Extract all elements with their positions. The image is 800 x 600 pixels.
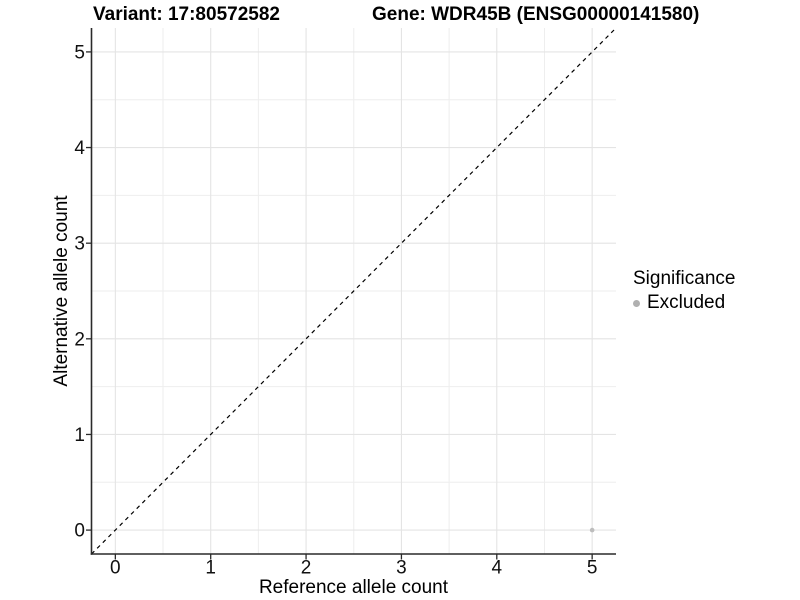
x-tick-label: 4: [492, 558, 503, 579]
legend-entry-label: Excluded: [647, 292, 726, 313]
y-tick-label: 5: [74, 42, 85, 63]
y-tick-label: 0: [74, 521, 85, 542]
gene-title: Gene: WDR45B (ENSG00000141580): [372, 4, 700, 25]
y-tick-label: 3: [74, 234, 85, 255]
x-tick-label: 2: [301, 558, 312, 579]
variant-title: Variant: 17:80572582: [93, 4, 280, 25]
y-tick-label: 1: [74, 425, 85, 446]
x-tick-label: 1: [205, 558, 216, 579]
legend-title: Significance: [633, 268, 736, 289]
x-tick-label: 0: [110, 558, 121, 579]
excluded-point-icon: [633, 299, 640, 307]
x-axis-title: Reference allele count: [258, 577, 449, 598]
legend: Significance Excluded: [633, 268, 735, 314]
y-tick-label: 4: [74, 138, 85, 159]
x-tick-label: 3: [396, 558, 407, 579]
y-tick-label: 2: [74, 329, 85, 350]
x-tick-label: 5: [587, 558, 598, 579]
data-point: [589, 527, 595, 533]
legend-entry: Excluded: [633, 292, 735, 314]
identity-dashed-line: [91, 27, 617, 555]
